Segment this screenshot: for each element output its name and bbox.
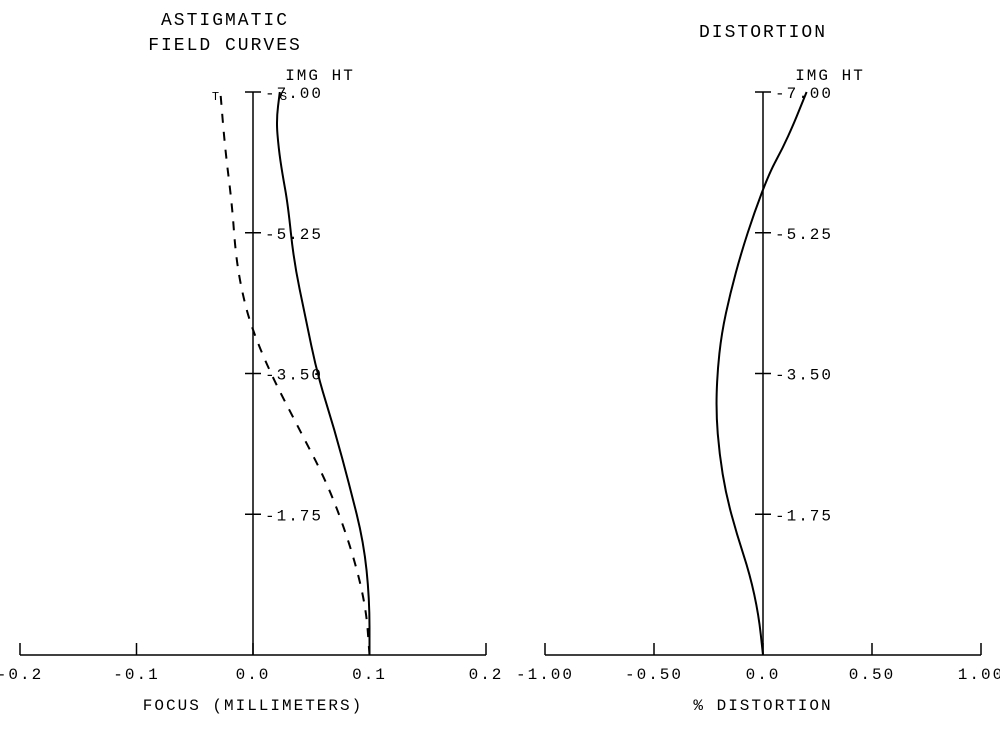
left-y-ticks: -1.75 -3.50 -5.25 -7.00	[245, 85, 323, 525]
x-tick-label: -0.1	[113, 666, 159, 684]
right-x-axis-label: % DISTORTION	[693, 697, 832, 715]
right-y-axis-label: IMG HT	[795, 67, 865, 85]
left-title-line1: ASTIGMATIC	[161, 11, 289, 31]
y-tick-label: -1.75	[775, 507, 833, 525]
x-tick-label: -0.50	[625, 666, 683, 684]
left-title-line2: FIELD CURVES	[148, 36, 302, 56]
y-tick-label: -5.25	[775, 226, 833, 244]
x-tick-label: 1.00	[958, 666, 1000, 684]
y-tick-label: -3.50	[265, 367, 323, 385]
right-title: DISTORTION	[699, 23, 827, 43]
right-x-ticks: -1.00 -0.50 0.0 0.50 1.00	[516, 643, 1000, 684]
x-tick-label: 0.50	[849, 666, 895, 684]
x-tick-label: 0.0	[236, 666, 271, 684]
x-tick-label: 0.0	[746, 666, 781, 684]
x-tick-label: 0.2	[469, 666, 504, 684]
left-x-ticks: -0.2 -0.1 0.0 0.1 0.2	[0, 643, 503, 684]
right-y-ticks: -1.75-3.50-5.25-7.00	[755, 85, 833, 525]
optical-plots-figure: ASTIGMATIC FIELD CURVES IMG HT T S -0.2-…	[0, 0, 1000, 732]
x-tick-label: -1.00	[516, 666, 574, 684]
left-y-axis-label: IMG HT	[285, 67, 355, 85]
x-tick-label: -0.2	[0, 666, 43, 684]
x-tick-label: 0.1	[352, 666, 387, 684]
y-tick-label: -5.25	[265, 226, 323, 244]
y-tick-label: -3.50	[775, 367, 833, 385]
y-tick-label: -7.00	[265, 85, 323, 103]
y-tick-label: -1.75	[265, 507, 323, 525]
astigmatic-field-curves-plot: ASTIGMATIC FIELD CURVES IMG HT T S -0.2-…	[0, 11, 503, 715]
distortion-plot: DISTORTION IMG HT -1.00-0.500.00.501.00 …	[516, 23, 1000, 715]
left-x-axis-label: FOCUS (MILLIMETERS)	[143, 697, 363, 715]
series-t-label: T	[212, 90, 220, 104]
